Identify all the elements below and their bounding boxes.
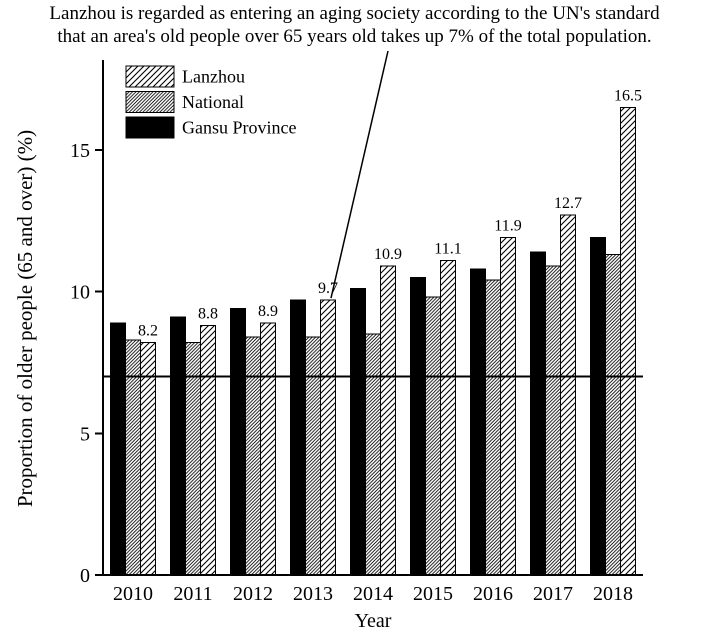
year-label-2010: 2010 xyxy=(113,583,153,605)
bar-national-2014 xyxy=(365,333,381,576)
year-label-2018: 2018 xyxy=(593,583,633,605)
year-label-2015: 2015 xyxy=(413,583,453,605)
value-label-lanzhou-2010: 8.2 xyxy=(138,323,158,340)
year-label-2011: 2011 xyxy=(173,583,212,605)
figure-caption: Lanzhou is regarded as entering an aging… xyxy=(0,2,709,48)
y-tick-label-15: 15 xyxy=(70,140,90,162)
bar-lanzhou-2016 xyxy=(500,237,516,576)
bar-gansu-province-2012 xyxy=(230,308,246,576)
bar-lanzhou-2012 xyxy=(260,322,276,576)
value-label-lanzhou-2012: 8.9 xyxy=(258,303,278,320)
x-axis-title: Year xyxy=(355,610,392,632)
legend-swatch-national xyxy=(125,91,175,113)
caption-line-2: that an area's old people over 65 years … xyxy=(57,26,652,47)
bar-gansu-province-2018 xyxy=(590,237,606,576)
bar-national-2016 xyxy=(485,279,501,576)
bar-gansu-province-2010 xyxy=(110,322,126,576)
bar-national-2012 xyxy=(245,336,261,576)
year-label-2013: 2013 xyxy=(293,583,333,605)
y-tick-label-5: 5 xyxy=(80,423,90,445)
value-label-lanzhou-2013: 9.7 xyxy=(318,280,338,297)
y-axis-title: Proportion of older people (65 and over)… xyxy=(13,130,37,507)
legend-label-gansu-province: Gansu Province xyxy=(182,118,296,138)
chart-content: 8.2 8.8 8.9 9.7 10.9 11.1 11.9 12.7 16.5 0 5 10 15 20… xyxy=(13,50,643,632)
legend-label-lanzhou: Lanzhou xyxy=(182,67,245,87)
y-tick-label-0: 0 xyxy=(80,565,90,587)
value-label-lanzhou-2018: 16.5 xyxy=(614,87,642,104)
legend-swatch-gansu-province xyxy=(125,116,175,139)
bar-national-2018 xyxy=(605,254,621,576)
legend-swatch-lanzhou xyxy=(125,65,175,88)
bar-lanzhou-2014 xyxy=(380,265,396,576)
bar-gansu-province-2014 xyxy=(350,288,366,576)
bar-gansu-province-2017 xyxy=(530,251,546,576)
annotation-line xyxy=(330,50,389,299)
bar-gansu-province-2016 xyxy=(470,268,486,576)
bar-gansu-province-2011 xyxy=(170,316,186,576)
bar-national-2017 xyxy=(545,265,561,576)
year-label-2017: 2017 xyxy=(533,583,573,605)
bar-national-2010 xyxy=(125,339,141,576)
legend-label-national: National xyxy=(182,92,244,112)
value-label-lanzhou-2014: 10.9 xyxy=(374,246,402,263)
value-label-lanzhou-2016: 11.9 xyxy=(494,218,521,235)
year-label-2014: 2014 xyxy=(353,583,393,605)
caption-line-1: Lanzhou is regarded as entering an aging… xyxy=(49,3,660,24)
bar-lanzhou-2017 xyxy=(560,214,576,576)
bar-lanzhou-2011 xyxy=(200,325,216,576)
bar-gansu-province-2013 xyxy=(290,299,306,576)
bar-national-2013 xyxy=(305,336,321,576)
bar-lanzhou-2015 xyxy=(440,259,456,576)
bar-lanzhou-2013 xyxy=(320,299,336,576)
year-label-2012: 2012 xyxy=(233,583,273,605)
value-label-lanzhou-2011: 8.8 xyxy=(198,306,218,323)
year-label-2016: 2016 xyxy=(473,583,513,605)
y-tick-label-10: 10 xyxy=(70,282,90,304)
bar-national-2015 xyxy=(425,296,441,576)
bar-gansu-province-2015 xyxy=(410,276,426,576)
value-label-lanzhou-2017: 12.7 xyxy=(554,195,582,212)
value-label-lanzhou-2015: 11.1 xyxy=(434,240,461,257)
bar-lanzhou-2018 xyxy=(620,106,636,576)
